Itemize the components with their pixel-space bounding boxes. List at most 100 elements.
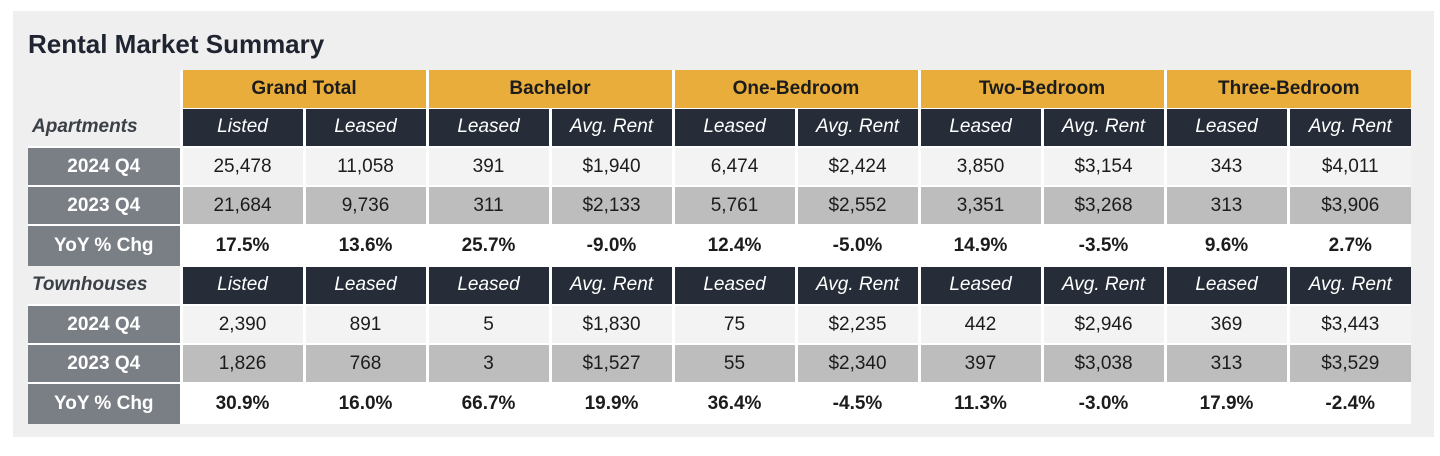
table-cell: 2.7% xyxy=(1286,224,1411,266)
table-cell: 21,684 xyxy=(179,185,304,225)
column-subheader: Leased xyxy=(917,265,1042,305)
table-cell: 11,058 xyxy=(302,146,427,186)
apartments-section-label: Apartments xyxy=(28,108,181,147)
table-cell: -5.0% xyxy=(794,224,919,266)
table-cell: $3,038 xyxy=(1040,343,1165,383)
row-label: 2023 Q4 xyxy=(28,343,181,383)
table-cell: 2,390 xyxy=(179,304,304,344)
column-subheader: Leased xyxy=(1163,107,1288,147)
table-cell: 30.9% xyxy=(179,382,304,424)
table-cell: $1,830 xyxy=(548,304,673,344)
table-cell: $2,424 xyxy=(794,146,919,186)
table-cell: 12.4% xyxy=(671,224,796,266)
column-subheader: Avg. Rent xyxy=(1286,107,1411,147)
table-cell: 16.0% xyxy=(302,382,427,424)
row-label: YoY % Chg xyxy=(28,224,181,266)
table-cell: 3,850 xyxy=(917,146,1042,186)
table-cell: $3,443 xyxy=(1286,304,1411,344)
column-subheader: Leased xyxy=(671,107,796,147)
table-cell: -3.5% xyxy=(1040,224,1165,266)
row-label: 2024 Q4 xyxy=(28,304,181,344)
column-subheader: Avg. Rent xyxy=(548,265,673,305)
table-cell: 369 xyxy=(1163,304,1288,344)
table-cell: 75 xyxy=(671,304,796,344)
column-subheader: Leased xyxy=(302,265,427,305)
table-cell: 391 xyxy=(425,146,550,186)
column-subheader: Listed xyxy=(179,265,304,305)
table-cell: 25.7% xyxy=(425,224,550,266)
group-header-two-bedroom: Two-Bedroom xyxy=(917,70,1165,108)
page-title: Rental Market Summary xyxy=(28,29,325,59)
column-subheader: Avg. Rent xyxy=(1040,107,1165,147)
column-subheader: Leased xyxy=(425,107,550,147)
table-cell: 891 xyxy=(302,304,427,344)
table-cell: 19.9% xyxy=(548,382,673,424)
table-cell: -2.4% xyxy=(1286,382,1411,424)
table-cell: $2,552 xyxy=(794,185,919,225)
table-cell: 3 xyxy=(425,343,550,383)
table-cell: 17.9% xyxy=(1163,382,1288,424)
table-row: 2024 Q4 25,478 11,058 391 $1,940 6,474 $2,424 3… xyxy=(28,146,1411,186)
table-cell: 9.6% xyxy=(1163,224,1288,266)
table-row: YoY % Chg 30.9% 16.0% 66.7% 19.9% 36.4% -4.5% 1… xyxy=(28,382,1411,424)
row-label: YoY % Chg xyxy=(28,382,181,424)
column-subheader: Leased xyxy=(917,107,1042,147)
rental-summary-table: Grand Total Bachelor One-Bedroom Two-Bed… xyxy=(28,70,1411,424)
table-cell: 66.7% xyxy=(425,382,550,424)
table-cell: 1,826 xyxy=(179,343,304,383)
townhouses-section: Townhouses Listed Leased Leased Avg. Rent Lea… xyxy=(28,265,1411,424)
table-cell: 311 xyxy=(425,185,550,225)
table-cell: 55 xyxy=(671,343,796,383)
table-cell: 9,736 xyxy=(302,185,427,225)
group-header-grand-total: Grand Total xyxy=(179,70,427,108)
column-subheader: Avg. Rent xyxy=(1286,265,1411,305)
table-cell: -9.0% xyxy=(548,224,673,266)
table-cell: -3.0% xyxy=(1040,382,1165,424)
group-header-row: Grand Total Bachelor One-Bedroom Two-Bed… xyxy=(28,70,1411,108)
column-subheader: Leased xyxy=(425,265,550,305)
corner-cell xyxy=(28,70,181,108)
table-cell: 313 xyxy=(1163,343,1288,383)
table-cell: 5 xyxy=(425,304,550,344)
table-cell: 313 xyxy=(1163,185,1288,225)
column-subheader: Avg. Rent xyxy=(548,107,673,147)
column-subheader: Leased xyxy=(302,107,427,147)
table-cell: 397 xyxy=(917,343,1042,383)
table-cell: 25,478 xyxy=(179,146,304,186)
group-header-three-bedroom: Three-Bedroom xyxy=(1163,70,1411,108)
table-cell: $2,235 xyxy=(794,304,919,344)
table-cell: $3,154 xyxy=(1040,146,1165,186)
column-subheader: Avg. Rent xyxy=(1040,265,1165,305)
table-cell: 3,351 xyxy=(917,185,1042,225)
table-row: 2023 Q4 1,826 768 3 $1,527 55 $2,340 397 $3,038 3… xyxy=(28,343,1411,383)
townhouses-section-label: Townhouses xyxy=(28,266,181,305)
table-cell: 6,474 xyxy=(671,146,796,186)
table-cell: 17.5% xyxy=(179,224,304,266)
table-cell: $4,011 xyxy=(1286,146,1411,186)
table-cell: 36.4% xyxy=(671,382,796,424)
table-cell: 5,761 xyxy=(671,185,796,225)
table-cell: $2,133 xyxy=(548,185,673,225)
column-subheader: Leased xyxy=(671,265,796,305)
table-cell: $1,527 xyxy=(548,343,673,383)
table-cell: $2,340 xyxy=(794,343,919,383)
table-cell: 442 xyxy=(917,304,1042,344)
table-row: 2024 Q4 2,390 891 5 $1,830 75 $2,235 442 $2,946 3… xyxy=(28,304,1411,344)
townhouses-subheader-row: Townhouses Listed Leased Leased Avg. Rent Lea… xyxy=(28,265,1411,305)
table-cell: 14.9% xyxy=(917,224,1042,266)
column-subheader: Avg. Rent xyxy=(794,265,919,305)
table-row: 2023 Q4 21,684 9,736 311 $2,133 5,761 $2,552 3,… xyxy=(28,185,1411,225)
table-cell: 768 xyxy=(302,343,427,383)
group-header-one-bedroom: One-Bedroom xyxy=(671,70,919,108)
column-subheader: Listed xyxy=(179,107,304,147)
table-row: YoY % Chg 17.5% 13.6% 25.7% -9.0% 12.4% -5.0% 1… xyxy=(28,224,1411,266)
table-cell: $3,268 xyxy=(1040,185,1165,225)
table-cell: 13.6% xyxy=(302,224,427,266)
table-cell: $2,946 xyxy=(1040,304,1165,344)
table-cell: $3,529 xyxy=(1286,343,1411,383)
row-label: 2023 Q4 xyxy=(28,185,181,225)
table-cell: 11.3% xyxy=(917,382,1042,424)
apartments-section: Apartments Listed Leased Leased Avg. Rent Lea… xyxy=(28,107,1411,266)
table-cell: 343 xyxy=(1163,146,1288,186)
column-subheader: Avg. Rent xyxy=(794,107,919,147)
